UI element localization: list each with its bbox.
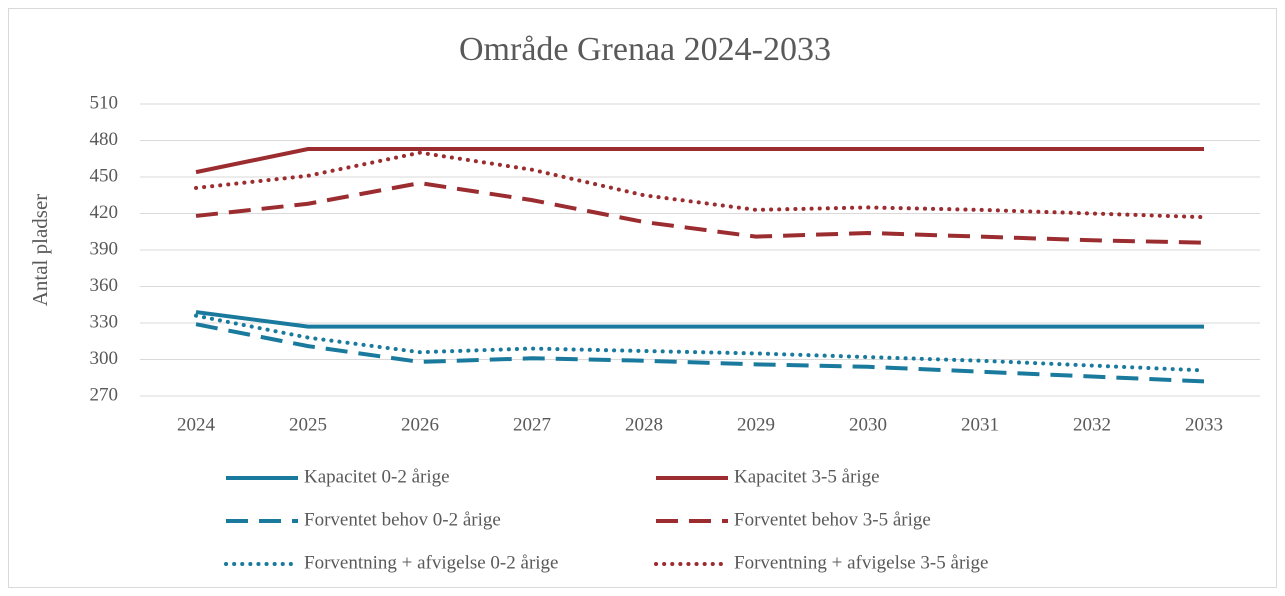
series-line bbox=[195, 147, 1204, 175]
series-line bbox=[195, 181, 1205, 245]
legend-label: Forventet behov 3-5 årige bbox=[734, 509, 931, 530]
legend-label: Kapacitet 3-5 årige bbox=[734, 466, 880, 487]
x-tick-label: 2027 bbox=[513, 414, 551, 435]
y-axis-label: Antal pladser bbox=[28, 194, 52, 307]
x-tick-label: 2026 bbox=[401, 414, 439, 435]
series-line bbox=[195, 322, 1205, 384]
y-tick-label: 480 bbox=[90, 129, 119, 150]
y-tick-label: 330 bbox=[90, 311, 119, 332]
x-tick-label: 2028 bbox=[625, 414, 663, 435]
y-tick-label: 420 bbox=[90, 202, 119, 223]
x-tick-label: 2029 bbox=[737, 414, 775, 435]
x-tick-label: 2032 bbox=[1073, 414, 1111, 435]
series-line bbox=[194, 313, 1206, 373]
y-tick-label: 270 bbox=[90, 384, 119, 405]
y-tick-label: 300 bbox=[90, 348, 119, 369]
x-tick-label: 2030 bbox=[849, 414, 887, 435]
legend-label: Kapacitet 0-2 årige bbox=[304, 466, 450, 487]
y-tick-label: 450 bbox=[90, 165, 119, 186]
legend-label: Forventet behov 0-2 årige bbox=[304, 509, 501, 530]
x-tick-label: 2025 bbox=[289, 414, 327, 435]
legend-label: Forventning + afvigelse 3-5 årige bbox=[734, 552, 988, 573]
chart-title: Område Grenaa 2024-2033 bbox=[459, 31, 831, 68]
x-tick-label: 2024 bbox=[177, 414, 216, 435]
series-line bbox=[195, 310, 1204, 329]
chart-border bbox=[8, 8, 1277, 588]
y-tick-label: 510 bbox=[90, 92, 119, 113]
y-tick-label: 390 bbox=[90, 238, 119, 259]
series-line bbox=[194, 150, 1206, 220]
y-tick-label: 360 bbox=[90, 275, 119, 296]
x-tick-label: 2033 bbox=[1185, 414, 1223, 435]
x-tick-label: 2031 bbox=[961, 414, 999, 435]
legend-label: Forventning + afvigelse 0-2 årige bbox=[304, 552, 558, 573]
